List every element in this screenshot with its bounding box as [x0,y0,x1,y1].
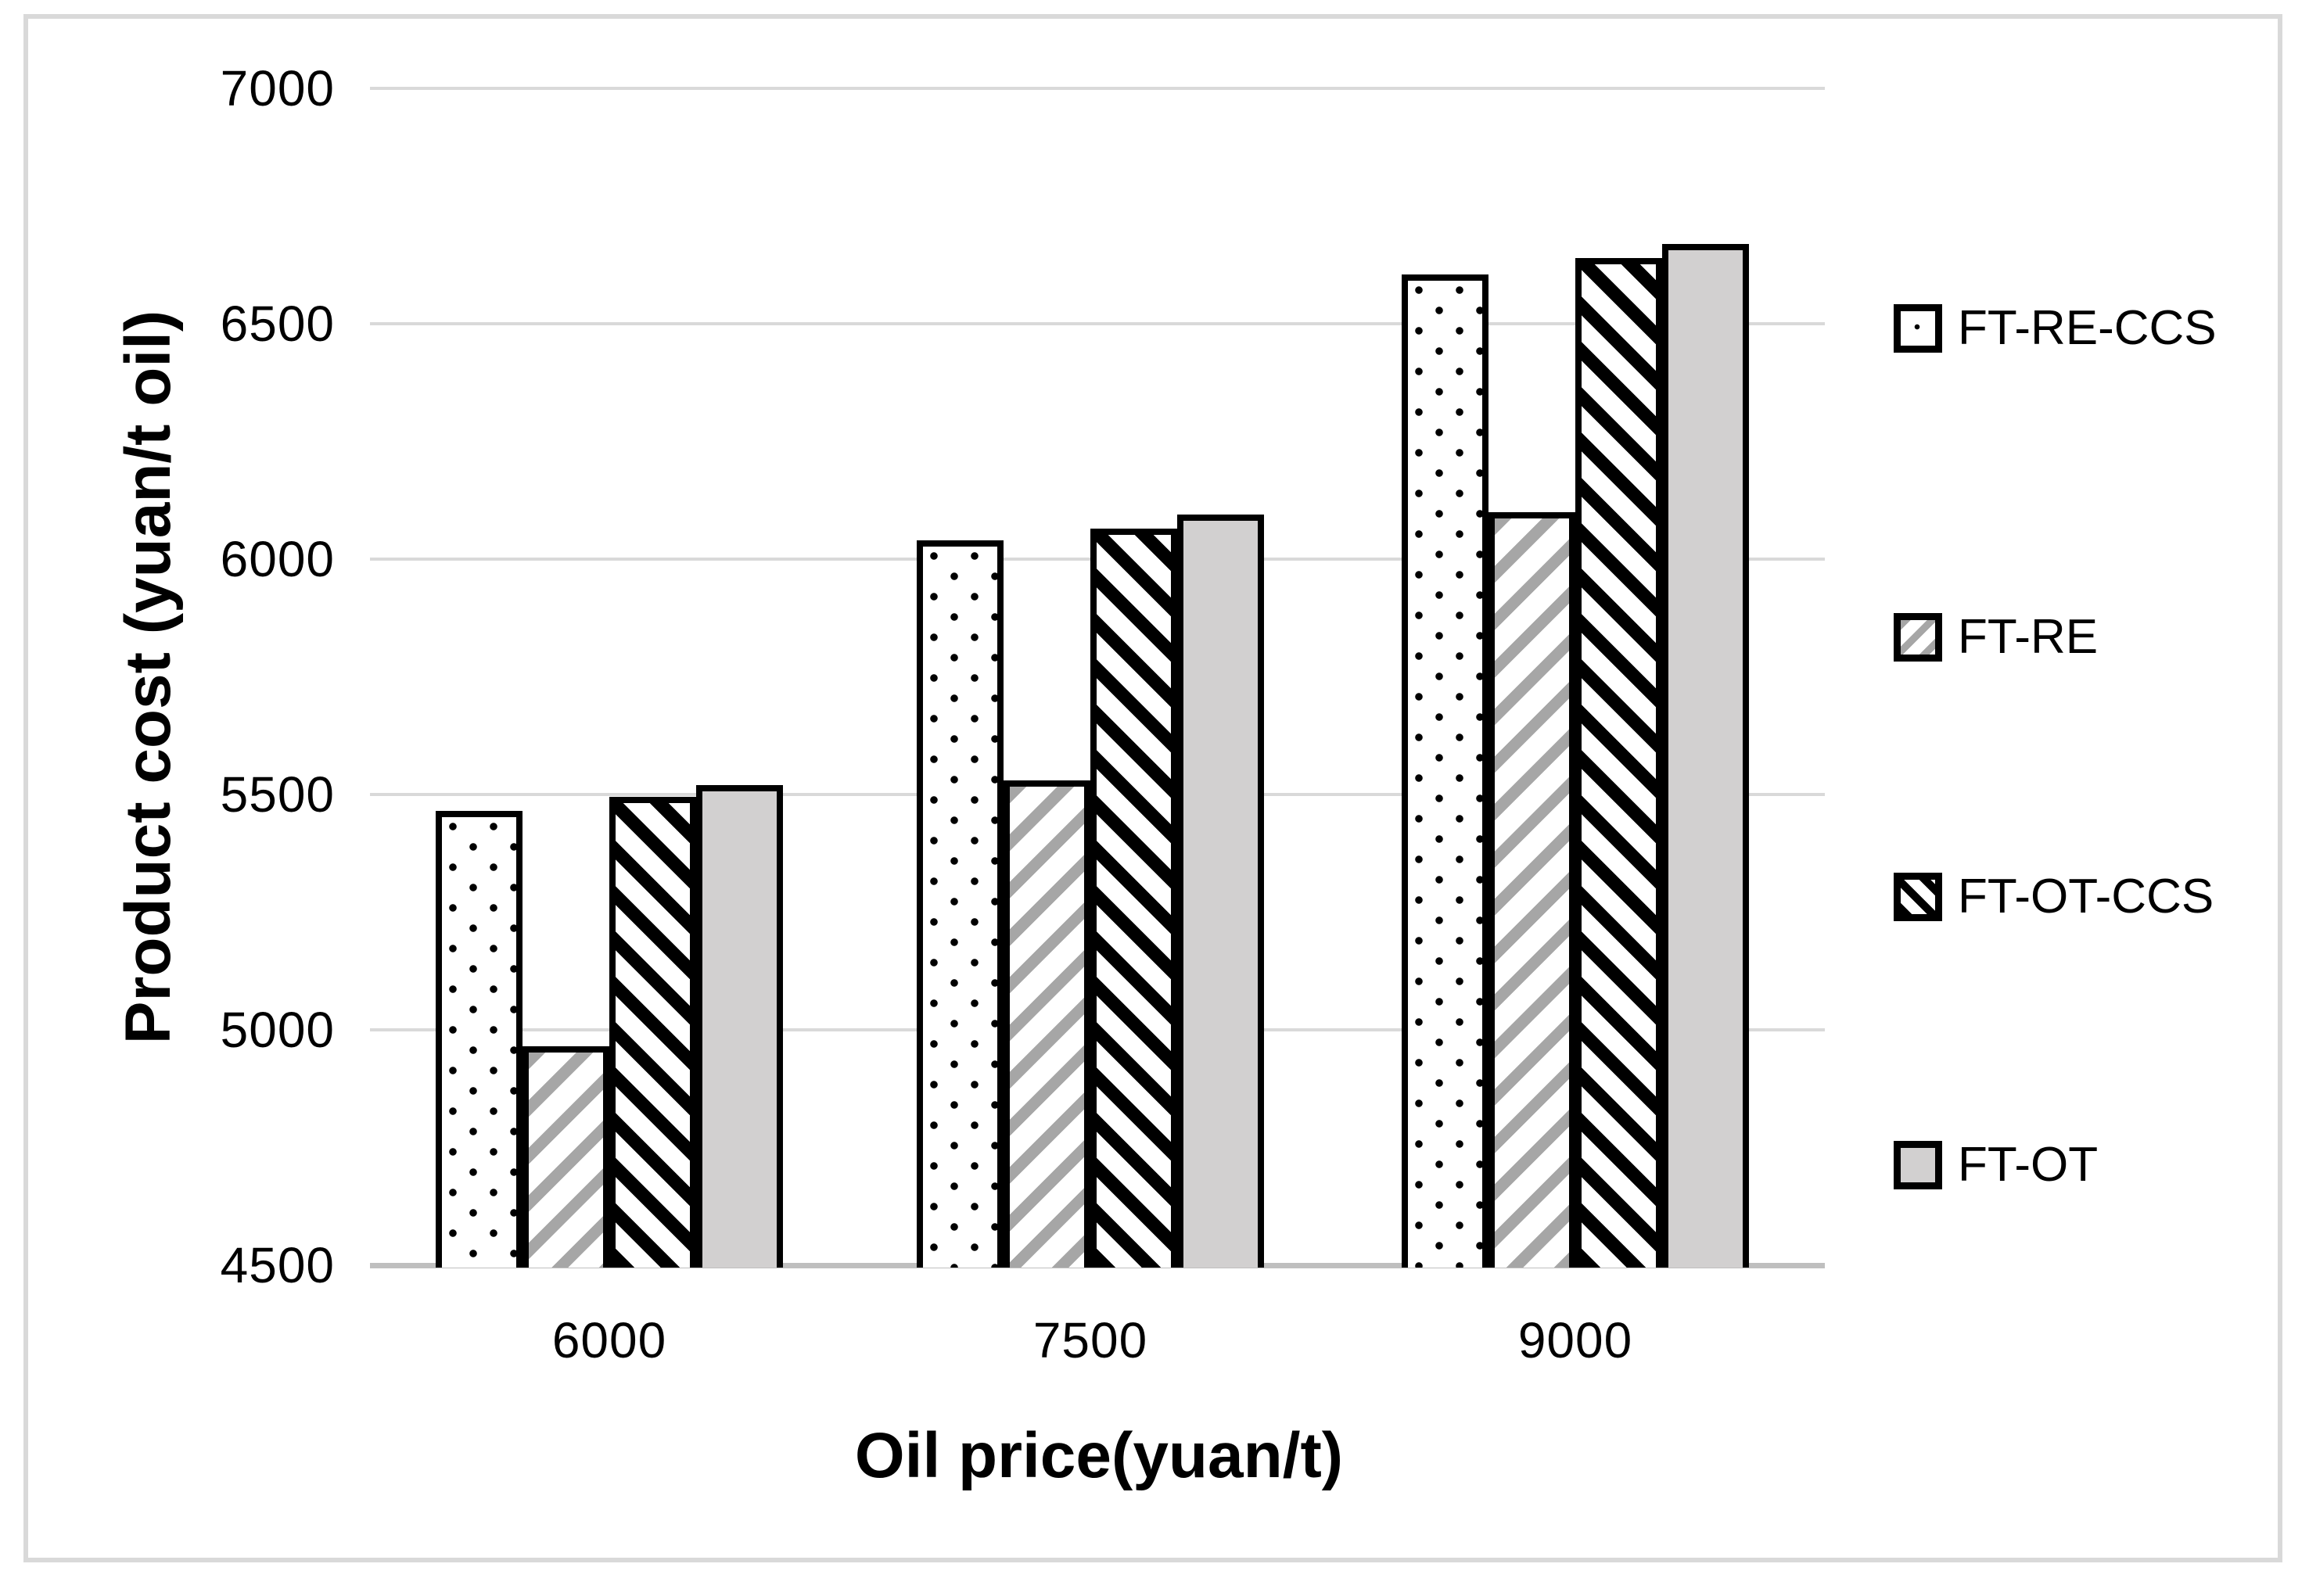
legend-label-FT-RE-CCS: FT-RE-CCS [1958,301,2217,355]
bar-FT-OT-CCS-6000 [609,797,696,1268]
x-tick-label-6000: 6000 [551,1312,667,1368]
y-tick-label-5000: 5000 [220,1002,335,1058]
x-tick-label-7500: 7500 [1032,1312,1148,1368]
x-axis-title: Oil price(yuan/t) [854,1420,1344,1491]
y-tick-label-6500: 6500 [220,296,335,352]
legend-label-FT-RE: FT-RE [1958,610,2099,664]
bar-FT-RE-CCS-9000 [1402,274,1488,1268]
bar-FT-RE-CCS-6000 [436,811,522,1268]
legend-swatch-FT-RE [1894,613,1942,662]
legend-swatch-FT-OT [1894,1141,1942,1189]
y-tick-label-7000: 7000 [220,60,335,117]
y-axis-title: Product cost (yuan/t oil) [113,310,184,1045]
y-tick-label-5500: 5500 [220,766,335,823]
x-tick-label-9000: 9000 [1517,1312,1633,1368]
legend-label-FT-OT-CCS: FT-OT-CCS [1958,870,2214,924]
bar-FT-RE-6000 [522,1046,609,1268]
legend-swatch-FT-OT-CCS [1894,873,1942,921]
y-tick-label-4500: 4500 [220,1237,335,1293]
y-tick-label-6000: 6000 [220,531,335,587]
bar-FT-RE-7500 [1004,780,1090,1268]
bar-FT-OT-CCS-9000 [1575,257,1662,1268]
bar-FT-OT-CCS-7500 [1090,528,1177,1268]
gridline-6500 [370,322,1825,325]
bar-FT-OT-9000 [1662,243,1749,1268]
gridline-7000 [370,87,1825,90]
legend-label-FT-OT: FT-OT [1958,1138,2099,1192]
bar-FT-OT-7500 [1177,514,1264,1268]
bar-FT-OT-6000 [696,784,783,1268]
bar-FT-RE-9000 [1488,511,1575,1268]
legend-swatch-FT-RE-CCS [1894,304,1942,353]
bar-FT-RE-CCS-7500 [917,540,1004,1268]
